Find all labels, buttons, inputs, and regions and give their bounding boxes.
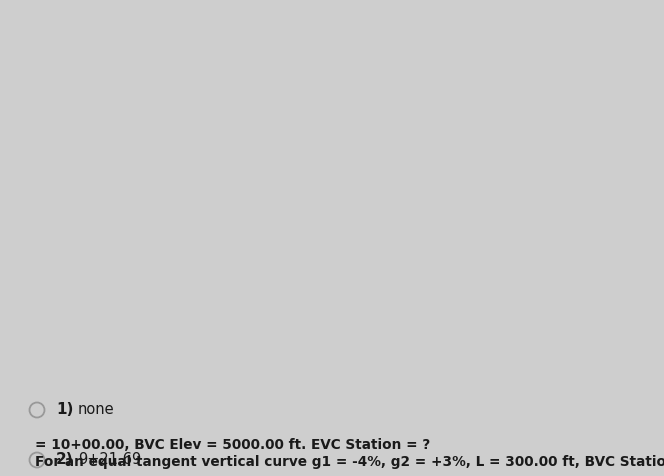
Text: = 10+00.00, BVC Elev = 5000.00 ft. EVC Station = ?: = 10+00.00, BVC Elev = 5000.00 ft. EVC S… [35, 438, 430, 452]
Text: none: none [78, 403, 115, 417]
Text: 2): 2) [56, 453, 74, 467]
Text: 1): 1) [56, 403, 74, 417]
Text: 9+21.69: 9+21.69 [78, 453, 141, 467]
Text: For an equal tangent vertical curve g1 = -4%, g2 = +3%, L = 300.00 ft, BVC Stati: For an equal tangent vertical curve g1 =… [35, 455, 664, 469]
